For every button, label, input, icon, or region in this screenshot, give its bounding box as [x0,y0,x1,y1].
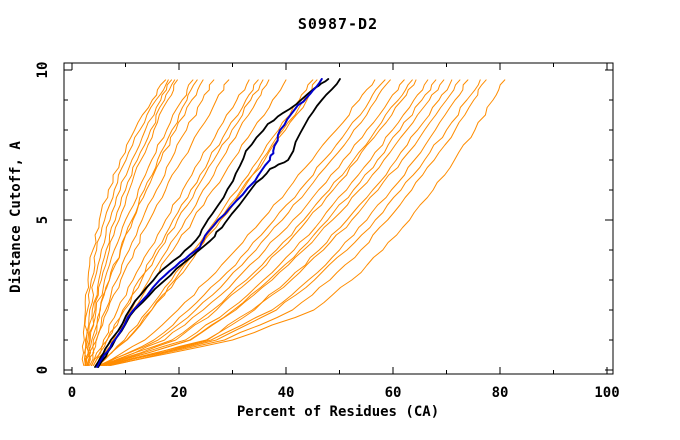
model-curve [103,79,417,366]
model-curve [95,79,270,366]
plot-border [63,62,614,375]
tick-labels: 0 20 40 60 80 100 0 5 10 [35,62,620,401]
model-curve [89,79,215,366]
model-curve [99,79,376,366]
model-curve [101,79,429,366]
model-curve [84,79,169,366]
series-curves [81,78,506,368]
x-axis-title: Percent of Residues (CA) [237,404,439,420]
axis-ticks [64,63,613,374]
plot-frame [63,62,614,375]
y-tick-label: 5 [35,216,51,224]
model-curve [88,79,198,366]
model-curve [95,79,314,366]
highlight-curve-blue [96,78,323,368]
x-tick-label: 80 [492,385,509,401]
model-curve [107,79,469,366]
y-tick-label: 0 [35,366,51,374]
model-curve [87,79,230,366]
model-curve [99,79,413,366]
model-curve [110,79,506,366]
model-curve [86,79,178,366]
model-curve [98,79,391,366]
model-curve [102,79,405,366]
x-tick-label: 60 [385,385,402,401]
x-tick-label: 20 [171,385,188,401]
model-curve [98,79,318,366]
x-tick-label: 0 [68,385,76,401]
model-curve [105,79,481,366]
model-curve [84,79,172,366]
model-curve [106,79,453,366]
model-curve [81,79,167,366]
model-curve [86,79,204,366]
y-axis-title: Distance Cutoff, A [8,141,24,293]
highlight-curve-black [94,78,330,368]
model-curve [97,79,322,366]
model-curve [84,79,194,366]
model-curve [103,79,445,366]
model-curve [104,79,461,366]
model-curve [108,79,487,366]
y-tick-label: 10 [35,62,51,79]
model-curve [90,79,264,366]
model-curve [85,79,176,366]
model-curve [92,79,259,366]
chart-title: S0987-D2 [298,15,378,33]
x-tick-label: 100 [594,385,619,401]
model-curve [100,79,386,366]
x-tick-label: 40 [278,385,295,401]
model-curve [91,79,250,366]
